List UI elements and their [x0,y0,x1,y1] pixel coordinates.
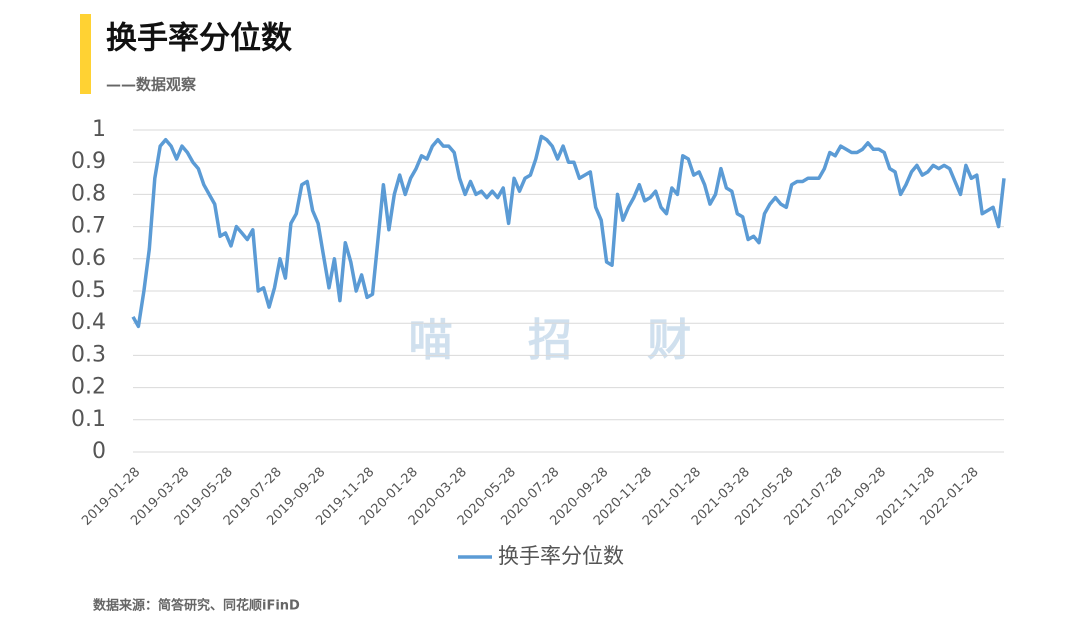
watermark: 喵 招 财 [409,315,692,366]
chart-subtitle: ——数据观察 [106,76,197,94]
y-tick-label: 0.4 [71,310,106,335]
accent-bar [80,14,91,94]
source-note: 数据来源：简答研究、同花顺iFinD [93,598,300,614]
y-tick-label: 0.3 [71,342,106,367]
y-tick-label: 0.2 [71,375,106,400]
y-tick-label: 0 [92,439,106,464]
y-tick-label: 0.1 [71,407,106,432]
chart-title: 换手率分位数 [106,21,292,57]
y-tick-label: 0.8 [71,181,106,206]
y-tick-label: 0.7 [71,214,106,239]
y-tick-label: 0.5 [71,278,106,303]
y-tick-label: 1 [92,117,106,142]
y-tick-label: 0.9 [71,149,106,174]
legend-label: 换手率分位数 [498,544,624,568]
data-line [131,134,1006,329]
y-tick-label: 0.6 [71,246,106,271]
